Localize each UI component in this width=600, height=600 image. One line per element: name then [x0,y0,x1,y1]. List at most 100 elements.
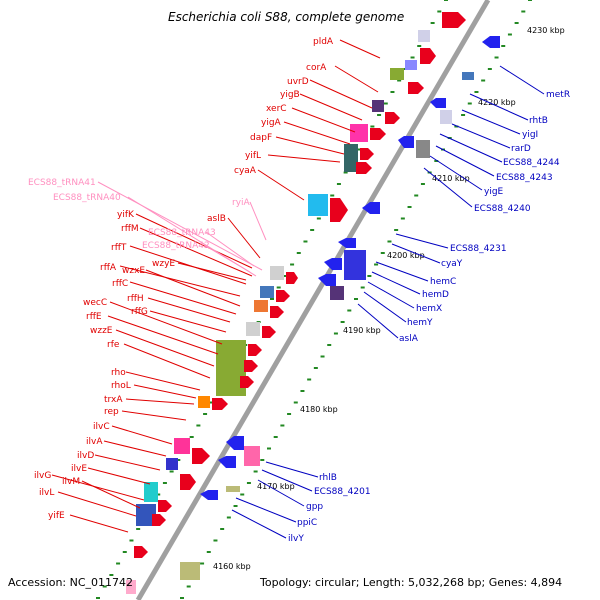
gene-label-ECS88_tRNA42[interactable]: ECS88_tRNA42 [142,241,210,251]
gene-label-ilvG[interactable]: ilvG [34,471,51,481]
gene-label-wzzE[interactable]: wzzE [90,326,113,336]
gene-box [418,30,430,42]
leader-line [149,310,227,333]
gene-label-cyaA[interactable]: cyaA [234,166,257,176]
gene-label-rarD[interactable]: rarD [511,144,531,154]
gene-label-rffT[interactable]: rffT [111,243,127,253]
leader-line [249,201,267,241]
leader-line [265,461,319,478]
gene-arrow [270,306,284,318]
gene-label-pldA[interactable]: pldA [313,37,334,47]
gene-label-rffE[interactable]: rffE [86,312,102,322]
kbp-label-4210: 4210 kbp [432,174,470,183]
leader-line [135,213,253,269]
gene-arrow [192,448,210,464]
gene-label-yigA[interactable]: yigA [261,118,282,128]
leader-line [275,136,345,155]
gene-arrow [152,514,166,526]
leader-line [94,454,161,471]
leader-line [231,509,287,539]
gene-label-rfe[interactable]: rfe [107,340,120,350]
forward-gene-labels: pldA corA uvrD yigB xerC yigA dapF yifL … [34,37,334,521]
leader-line [299,93,363,121]
gene-arrow [385,112,400,124]
gene-arrow [398,136,414,148]
gene-label-yigB[interactable]: yigB [280,90,300,100]
gene-label-yigE[interactable]: yigE [484,187,504,197]
gene-label-ilvM[interactable]: ilvM [62,477,80,487]
gene-box [462,72,474,80]
gene-box [344,250,366,280]
gene-label-yifL[interactable]: yifL [245,151,261,161]
gene-label-cyaY[interactable]: cyaY [441,259,463,269]
gene-box [440,110,452,124]
gene-label-ilvY[interactable]: ilvY [288,534,304,544]
gene-label-ECS88_tRNA41[interactable]: ECS88_tRNA41 [28,178,96,188]
gene-arrow [362,202,380,214]
accession-text: Accession: NC_011742 [8,576,133,589]
gene-label-ECS88_4240[interactable]: ECS88_4240 [474,204,531,214]
gene-label-dapF[interactable]: dapF [250,133,272,143]
gene-label-hemD[interactable]: hemD [422,290,449,300]
gene-label-ECS88_4201[interactable]: ECS88_4201 [314,487,371,497]
gene-label-hemY[interactable]: hemY [407,318,433,328]
gene-label-uvrD[interactable]: uvrD [287,77,309,87]
gene-label-ilvA[interactable]: ilvA [86,437,103,447]
gene-box [405,60,417,70]
gene-arrow [420,48,436,64]
gene-label-ilvD[interactable]: ilvD [77,451,94,461]
leader-line [257,479,305,507]
gene-label-rffC[interactable]: rffC [112,279,128,289]
gene-label-yigI[interactable]: yigI [522,130,538,140]
gene-box [260,286,274,298]
gene-label-corA[interactable]: corA [306,63,327,73]
gene-box [416,140,430,158]
gene-label-ilvE[interactable]: ilvE [71,464,87,474]
gene-label-rffM[interactable]: rffM [121,224,139,234]
gene-label-yifK[interactable]: yifK [117,210,135,220]
gene-label-ilvC[interactable]: ilvC [93,422,110,432]
gene-label-wzyE[interactable]: wzyE [152,259,175,269]
gene-label-aslA[interactable]: aslA [399,334,419,344]
gene-label-ilvL[interactable]: ilvL [39,488,54,498]
gene-arrow [360,148,374,160]
gene-label-ECS88_tRNA43[interactable]: ECS88_tRNA43 [148,228,216,238]
gene-label-wzxE[interactable]: wzxE [122,266,145,276]
gene-label-rhoL[interactable]: rhoL [111,381,131,391]
gene-label-ppiC[interactable]: ppiC [297,518,317,528]
gene-box [308,194,328,216]
gene-label-ECS88_tRNA40[interactable]: ECS88_tRNA40 [53,193,121,203]
gene-label-hemC[interactable]: hemC [430,277,456,287]
reverse-feature-track [180,36,500,580]
gene-label-ECS88_4244[interactable]: ECS88_4244 [503,158,560,168]
gene-box [136,504,156,526]
gene-label-aslB[interactable]: aslB [207,214,226,224]
forward-feature-track [126,12,466,594]
gene-label-metR[interactable]: metR [546,90,570,100]
gene-arrow [338,238,356,248]
gene-arrow [330,198,348,222]
leader-line [109,301,223,345]
gene-label-ECS88_4243[interactable]: ECS88_4243 [496,173,553,183]
gene-label-rffH[interactable]: rffH [127,294,144,304]
gene-label-hemX[interactable]: hemX [416,304,442,314]
gene-label-rffA[interactable]: rffA [100,263,117,273]
gene-label-yifE[interactable]: yifE [48,511,65,521]
gene-arrow [318,274,336,286]
gene-arrow [430,98,446,108]
gene-label-xerC[interactable]: xerC [266,104,287,114]
gene-label-rffG[interactable]: rffG [131,307,148,317]
gene-label-gpp[interactable]: gpp [306,502,323,512]
gene-label-rep[interactable]: rep [104,407,119,417]
gene-label-wecC[interactable]: wecC [83,298,107,308]
leader-line [375,261,429,282]
gene-label-ryiA[interactable]: ryiA [232,198,251,208]
leader-line [133,384,197,399]
gene-label-rho[interactable]: rho [111,368,126,378]
gene-label-rhtB[interactable]: rhtB [529,116,548,126]
gene-label-ECS88_4231[interactable]: ECS88_4231 [450,244,507,254]
gene-label-trxA[interactable]: trxA [104,395,123,405]
gene-arrow [218,456,236,468]
gene-label-rhlB[interactable]: rhlB [319,473,337,483]
